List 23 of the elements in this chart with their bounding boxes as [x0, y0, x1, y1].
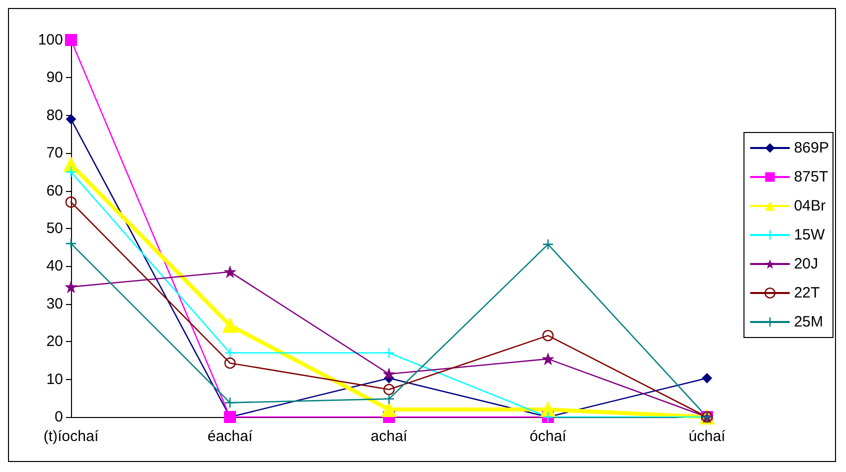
- x-tick-label: úchaí: [688, 428, 726, 445]
- y-tick-label: 30: [46, 295, 63, 312]
- y-tick-label: 40: [46, 258, 63, 275]
- y-tick-label: 10: [46, 370, 63, 388]
- y-tick-label: 0: [54, 408, 63, 426]
- legend-label: 25M: [794, 314, 824, 330]
- y-tick-label: 100: [38, 32, 63, 48]
- legend-label: 869P: [794, 140, 830, 156]
- y-tick-label: 90: [46, 69, 63, 86]
- x-tick-label: éachaí: [207, 428, 254, 445]
- y-tick-label: 50: [46, 220, 63, 237]
- x-tick-label: achaí: [370, 428, 408, 445]
- y-tick-label: 60: [46, 182, 63, 200]
- y-tick-label: 80: [46, 106, 63, 124]
- legend-label: 04Br: [794, 198, 826, 214]
- y-tick-label: 70: [46, 144, 63, 162]
- x-tick-label: óchaí: [530, 428, 568, 445]
- legend-label: 20J: [794, 256, 818, 272]
- x-tick-label: (t)íochaí: [43, 428, 100, 445]
- y-tick-label: 20: [46, 333, 63, 350]
- legend-label: 15W: [794, 226, 826, 244]
- legend-label: 875T: [794, 168, 828, 186]
- legend-label: 22T: [794, 284, 820, 302]
